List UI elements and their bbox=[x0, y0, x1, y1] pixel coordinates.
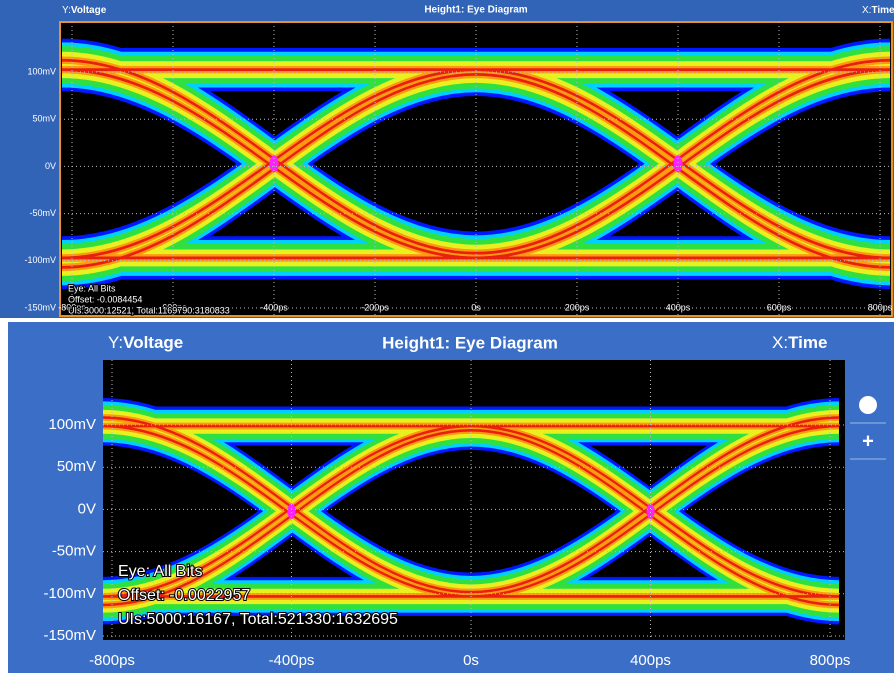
info-text: Eye: All Bits bbox=[68, 283, 116, 293]
info-text: UIs:5000:16167, Total:521330:1632695 bbox=[118, 611, 398, 628]
x-tick-label: 400ps bbox=[666, 302, 691, 312]
x-prefix: X: bbox=[862, 5, 871, 16]
info-text: Offset: -0.0084454 bbox=[68, 294, 142, 304]
panel-title: Height1: Eye Diagram bbox=[382, 333, 558, 352]
x-tick-label: -200ps bbox=[361, 302, 389, 312]
x-tick-label: -800ps bbox=[58, 302, 86, 312]
x-tick-label: -400ps bbox=[269, 652, 315, 669]
y-axis-label: Y:Voltage bbox=[108, 333, 183, 352]
x-tick-label: 0s bbox=[471, 302, 481, 312]
x-axis-label: X:Time bbox=[772, 333, 827, 352]
side-button[interactable]: + bbox=[850, 430, 886, 460]
x-tick-label: 600ps bbox=[767, 302, 792, 312]
x-axis-label: X:Time bbox=[862, 5, 894, 16]
y-prefix: Y: bbox=[108, 333, 123, 352]
x-label: Time bbox=[788, 333, 827, 352]
y-tick-label: 50mV bbox=[32, 114, 56, 124]
y-tick-label: 0V bbox=[78, 500, 96, 517]
info-text: Eye: All Bits bbox=[118, 563, 202, 580]
y-tick-label: 0V bbox=[45, 161, 56, 171]
panel-title: Height1: Eye Diagram bbox=[424, 5, 527, 16]
info-text: UIs:3000:12521, Total:1169790:3180833 bbox=[68, 305, 230, 315]
y-tick-label: 50mV bbox=[57, 458, 96, 475]
x-tick-label: -400ps bbox=[260, 302, 288, 312]
button-label[interactable]: 3 bbox=[864, 397, 871, 412]
top-panel: Y:Voltage Height1: Eye Diagram X:Time 100mV… bbox=[0, 0, 894, 318]
y-label: Voltage bbox=[123, 333, 183, 352]
button-icon[interactable] bbox=[859, 396, 877, 414]
x-tick-label: -600ps bbox=[159, 302, 187, 312]
y-tick-label: 100mV bbox=[27, 66, 56, 76]
y-tick-label: -150mV bbox=[24, 302, 56, 312]
side-button[interactable]: 3 bbox=[850, 396, 886, 424]
y-tick-label: -100mV bbox=[43, 585, 96, 602]
x-tick-label: 800ps bbox=[810, 652, 851, 669]
x-label: Time bbox=[871, 5, 894, 16]
x-tick-label: 800ps bbox=[868, 302, 893, 312]
y-prefix: Y: bbox=[62, 5, 71, 16]
y-tick-label: -50mV bbox=[52, 543, 96, 560]
x-tick-label: 200ps bbox=[565, 302, 590, 312]
bottom-panel: Y:Voltage Height1: Eye Diagram X:Time 100mV… bbox=[8, 322, 894, 673]
x-tick-label: 400ps bbox=[630, 652, 671, 669]
x-tick-label: 0s bbox=[463, 652, 479, 669]
y-label: Voltage bbox=[71, 5, 107, 16]
y-axis-label: Y:Voltage bbox=[62, 5, 107, 16]
x-prefix: X: bbox=[772, 333, 788, 352]
button-label[interactable]: + bbox=[862, 430, 874, 452]
y-tick-label: -50mV bbox=[29, 208, 56, 218]
y-tick-label: -150mV bbox=[43, 627, 96, 644]
y-tick-label: -100mV bbox=[24, 255, 56, 265]
info-text: Offset: -0.0022957 bbox=[118, 587, 250, 604]
x-tick-label: -800ps bbox=[89, 652, 135, 669]
y-tick-label: 100mV bbox=[48, 416, 96, 433]
